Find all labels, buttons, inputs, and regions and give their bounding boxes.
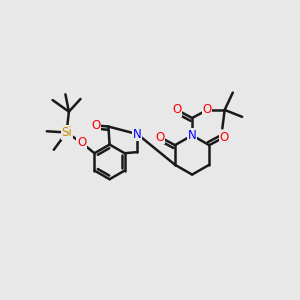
Text: Si: Si xyxy=(61,126,72,139)
Text: N: N xyxy=(133,128,142,141)
Text: N: N xyxy=(188,129,197,142)
Text: O: O xyxy=(172,103,182,116)
Text: O: O xyxy=(220,130,229,144)
Text: O: O xyxy=(91,119,100,132)
Text: O: O xyxy=(77,136,86,149)
Text: O: O xyxy=(155,130,164,144)
Text: O: O xyxy=(202,103,212,116)
